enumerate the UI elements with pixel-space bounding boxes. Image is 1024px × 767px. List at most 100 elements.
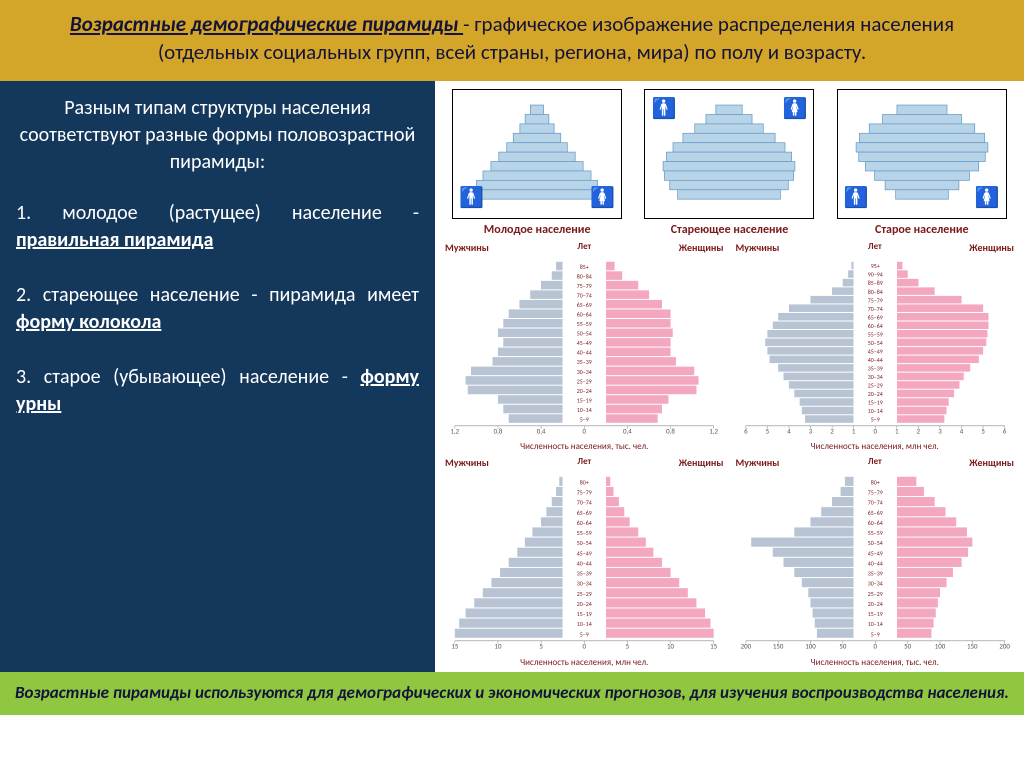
header-banner: Возрастные демографические пирамиды - гр…: [0, 0, 1024, 81]
intro-text: Разным типам структуры населения соответ…: [16, 95, 419, 176]
header-title-bold: Возрастные демографические пирамиды: [70, 11, 463, 37]
male-label: Мужчины: [736, 241, 780, 254]
svg-text:80–84: 80–84: [867, 287, 882, 295]
age-label: Лет: [868, 241, 882, 252]
item-prefix: 2. стареющее население - пирамида имеет: [16, 283, 419, 307]
pyramid-cell: Мужчины Женщины Лет 80+75–7970–7465–6960…: [441, 456, 728, 668]
svg-text:40–44: 40–44: [577, 348, 592, 356]
svg-text:65–69: 65–69: [577, 301, 592, 309]
svg-text:20–24: 20–24: [867, 390, 882, 398]
male-icon: 🚹: [459, 185, 484, 210]
svg-text:75–79: 75–79: [577, 282, 592, 290]
svg-text:70–74: 70–74: [577, 499, 592, 507]
svg-text:70–74: 70–74: [867, 499, 882, 507]
female-icon: 🚺: [783, 96, 808, 121]
list-item-1: 1. молодое (растущее) население - правил…: [16, 200, 419, 254]
svg-text:80+: 80+: [870, 479, 879, 487]
item-underline: правильная пирамида: [16, 228, 213, 252]
shape-box-aging: 🚹 🚺: [644, 89, 814, 219]
shape-label: Стареющее население: [644, 223, 814, 237]
age-label: Лет: [577, 241, 591, 252]
svg-text:35–39: 35–39: [577, 570, 592, 578]
svg-text:20–24: 20–24: [577, 600, 592, 608]
svg-text:20–24: 20–24: [867, 600, 882, 608]
svg-text:55–59: 55–59: [577, 320, 592, 328]
female-icon: 🚺: [590, 185, 615, 210]
female-icon: 🚺: [975, 185, 1000, 210]
svg-text:40–44: 40–44: [867, 356, 882, 364]
svg-text:15–19: 15–19: [867, 610, 882, 618]
svg-text:55–59: 55–59: [867, 529, 882, 537]
pyramid-cell: Мужчины Женщины Лет 85+80–84 75–7970–74 65…: [441, 241, 728, 453]
shape-cell: 🚹 🚺 Стареющее население: [644, 89, 814, 237]
svg-text:30–34: 30–34: [867, 580, 882, 588]
svg-text:5–9: 5–9: [870, 630, 879, 638]
svg-text:30–34: 30–34: [577, 367, 592, 375]
svg-text:35–39: 35–39: [577, 358, 592, 366]
left-panel: Разным типам структуры населения соответ…: [0, 81, 435, 672]
shape-label: Молодое население: [452, 223, 622, 237]
male-label: Мужчины: [445, 241, 489, 254]
male-label: Мужчины: [736, 456, 780, 469]
svg-text:60–64: 60–64: [867, 322, 882, 330]
svg-text:45–49: 45–49: [577, 339, 592, 347]
svg-text:5–9: 5–9: [580, 630, 589, 638]
svg-text:85–89: 85–89: [867, 279, 882, 287]
svg-text:80–84: 80–84: [577, 272, 592, 280]
shape-cell: 🚹 🚺 Старое население: [837, 89, 1007, 237]
female-label: Женщины: [969, 241, 1014, 254]
svg-text:25–29: 25–29: [577, 377, 592, 385]
female-label: Женщины: [969, 456, 1014, 469]
footer-banner: Возрастные пирамиды используются для дем…: [0, 672, 1024, 715]
svg-text:75–79: 75–79: [867, 489, 882, 497]
svg-text:30–34: 30–34: [577, 580, 592, 588]
list-item-3: 3. старое (убывающее) население - форму …: [16, 364, 419, 418]
age-label: Лет: [868, 456, 882, 467]
shape-box-young: 🚹 🚺: [452, 89, 622, 219]
svg-text:30–34: 30–34: [867, 373, 882, 381]
svg-text:60–64: 60–64: [577, 310, 592, 318]
svg-text:70–74: 70–74: [577, 291, 592, 299]
male-icon: 🚹: [844, 185, 869, 210]
pyramid-cell: Мужчины Женщины Лет 80+75–7970–7465–6960…: [732, 456, 1019, 668]
svg-text:10–14: 10–14: [577, 406, 592, 414]
svg-text:45–49: 45–49: [577, 549, 592, 557]
svg-text:50–54: 50–54: [577, 539, 592, 547]
svg-text:85+: 85+: [580, 263, 589, 271]
svg-text:50–54: 50–54: [577, 329, 592, 337]
svg-text:15–19: 15–19: [577, 396, 592, 404]
svg-text:5–9: 5–9: [580, 415, 589, 423]
shapes-row: 🚹 🚺 Молодое население 🚹 🚺 Стареющее насе…: [435, 81, 1024, 239]
svg-text:10–14: 10–14: [867, 407, 882, 415]
svg-text:75–79: 75–79: [577, 489, 592, 497]
svg-text:65–69: 65–69: [867, 509, 882, 517]
shape-box-old: 🚹 🚺: [837, 89, 1007, 219]
age-label: Лет: [577, 456, 591, 467]
item-underline: форму колокола: [16, 310, 161, 334]
svg-text:10–14: 10–14: [577, 620, 592, 628]
pyramid-cell: Мужчины Женщины Лет 95+90–9485–8980–8475…: [732, 241, 1019, 453]
list-item-2: 2. стареющее население - пирамида имеет …: [16, 282, 419, 336]
svg-text:50–54: 50–54: [867, 539, 882, 547]
population-pyramid-svg: 80+75–7970–7465–6960–6455–5950–5445–4940…: [441, 456, 728, 668]
x-label: Численность населения, тыс. чел.: [441, 441, 728, 452]
svg-text:70–74: 70–74: [867, 305, 882, 313]
female-label: Женщины: [679, 241, 724, 254]
male-icon: 🚹: [651, 96, 676, 121]
shape-label: Старое население: [837, 223, 1007, 237]
svg-text:65–69: 65–69: [577, 509, 592, 517]
svg-text:60–64: 60–64: [577, 519, 592, 527]
x-label: Численность населения, млн чел.: [732, 441, 1019, 452]
item-prefix: 1. молодое (растущее) население -: [16, 201, 419, 225]
x-label: Численность населения, тыс. чел.: [732, 657, 1019, 668]
svg-text:10–14: 10–14: [867, 620, 882, 628]
svg-text:80+: 80+: [580, 479, 589, 487]
svg-text:15–19: 15–19: [577, 610, 592, 618]
svg-text:40–44: 40–44: [577, 560, 592, 568]
female-label: Женщины: [679, 456, 724, 469]
population-pyramid-svg: 85+80–84 75–7970–74 65–6960–64 55–5950–54 45…: [441, 241, 728, 453]
svg-text:55–59: 55–59: [867, 330, 882, 338]
right-panel: 🚹 🚺 Молодое население 🚹 🚺 Стареющее насе…: [435, 81, 1024, 672]
male-label: Мужчины: [445, 456, 489, 469]
svg-text:90–94: 90–94: [867, 270, 882, 278]
